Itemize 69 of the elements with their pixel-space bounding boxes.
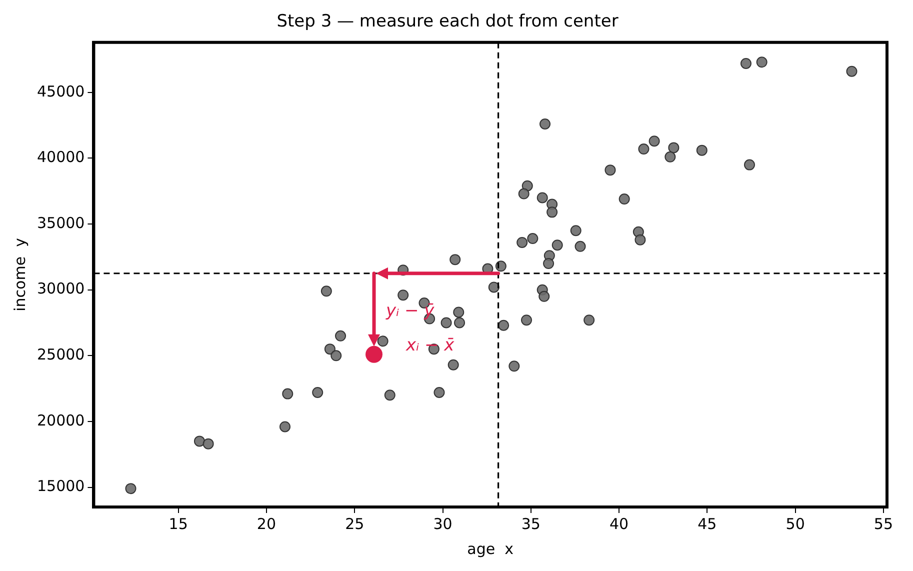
point bbox=[756, 56, 768, 68]
point bbox=[398, 290, 409, 301]
y-tick-label: 25000 bbox=[37, 346, 85, 364]
chart-title: Step 3 — measure each dot from center bbox=[276, 12, 618, 32]
point bbox=[540, 118, 551, 130]
point bbox=[282, 388, 294, 400]
point bbox=[450, 254, 461, 266]
point bbox=[330, 350, 342, 362]
point bbox=[846, 66, 858, 77]
point bbox=[377, 336, 388, 347]
point bbox=[604, 164, 616, 176]
x-tick-label: 30 bbox=[433, 514, 452, 533]
point bbox=[335, 330, 346, 342]
point bbox=[312, 386, 324, 398]
y-tick-label: 15000 bbox=[37, 477, 85, 496]
point bbox=[648, 136, 660, 147]
point bbox=[448, 359, 459, 370]
point bbox=[740, 58, 752, 69]
x-tick-label: 35 bbox=[521, 514, 540, 533]
point bbox=[125, 483, 136, 494]
point bbox=[618, 194, 630, 205]
point bbox=[546, 206, 558, 218]
point bbox=[520, 314, 532, 326]
point bbox=[527, 233, 538, 244]
x-tick-label: 20 bbox=[256, 514, 276, 533]
point bbox=[744, 159, 755, 170]
point bbox=[453, 306, 464, 318]
y-tick-label: 40000 bbox=[37, 148, 85, 166]
point bbox=[516, 236, 528, 248]
y-tick-label: 30000 bbox=[37, 280, 85, 298]
y-tick-label: 20000 bbox=[37, 411, 85, 430]
point bbox=[522, 180, 533, 192]
point bbox=[696, 144, 708, 156]
x-tick-label: 45 bbox=[698, 514, 717, 533]
point bbox=[202, 438, 214, 450]
point bbox=[552, 240, 563, 251]
point bbox=[584, 314, 595, 326]
y-tick-label: 35000 bbox=[37, 214, 85, 232]
x-tick-label: 55 bbox=[874, 514, 894, 533]
point bbox=[668, 142, 680, 154]
point bbox=[634, 234, 646, 246]
point bbox=[574, 240, 586, 252]
point bbox=[324, 344, 336, 355]
point bbox=[194, 436, 205, 447]
point bbox=[454, 317, 466, 328]
point bbox=[279, 421, 290, 432]
y-tick-label: 45000 bbox=[37, 82, 85, 100]
point bbox=[536, 192, 548, 204]
x-tick-label: 15 bbox=[168, 514, 188, 533]
point bbox=[488, 282, 500, 293]
point bbox=[543, 258, 554, 270]
x-tick-label: 25 bbox=[345, 514, 364, 533]
point bbox=[570, 225, 582, 236]
annotation: xᵢ − x̄ bbox=[405, 336, 456, 356]
point bbox=[440, 317, 452, 328]
point bbox=[538, 290, 550, 302]
point bbox=[366, 346, 383, 363]
x-tick-label: 40 bbox=[610, 514, 629, 533]
point bbox=[498, 320, 510, 331]
point bbox=[638, 144, 650, 155]
point bbox=[508, 360, 520, 372]
y-axis-title: income y bbox=[10, 238, 29, 312]
x-tick-label: 50 bbox=[786, 514, 805, 533]
point bbox=[384, 390, 396, 401]
point bbox=[664, 151, 676, 162]
point bbox=[518, 188, 530, 200]
point bbox=[320, 286, 332, 297]
x-axis-title: age x bbox=[467, 540, 514, 558]
point bbox=[434, 386, 445, 398]
